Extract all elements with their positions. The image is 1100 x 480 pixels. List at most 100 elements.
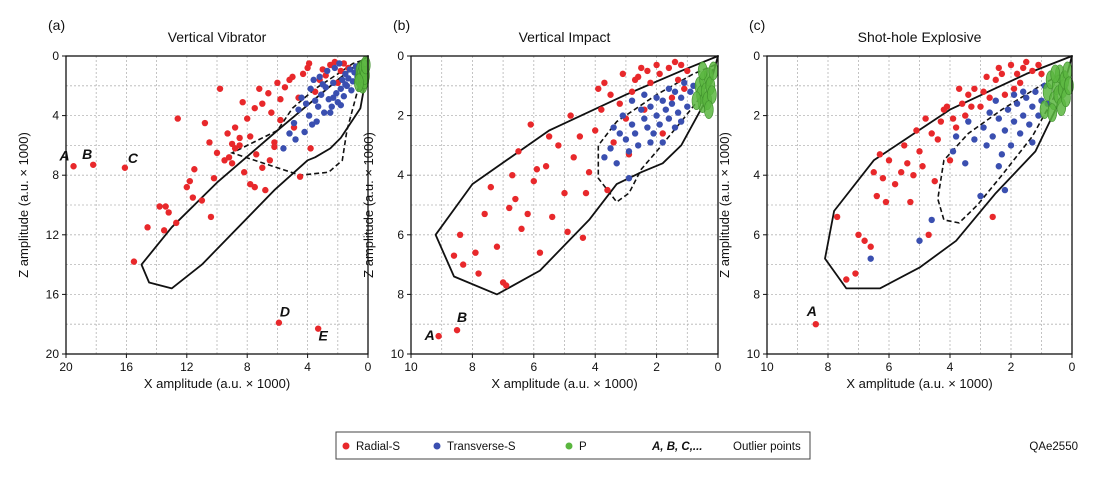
data-point-radial — [251, 183, 258, 191]
x-tick-label: 0 — [715, 360, 722, 374]
chart-panel-0: A B C D E 20 16 12 8 4 0 0 4 8 12 16 20 Vertical Vibrator… — [16, 17, 372, 391]
data-point-radial — [542, 163, 550, 170]
y-tick-label: 10 — [391, 347, 405, 361]
data-point-transverse — [307, 85, 314, 92]
data-point-transverse — [1010, 118, 1018, 125]
data-point-radial — [231, 124, 239, 131]
data-point-transverse — [650, 130, 657, 137]
data-point-radial — [671, 58, 679, 66]
data-point-radial — [340, 60, 348, 67]
data-point-transverse — [659, 97, 666, 104]
y-tick-label: 10 — [747, 347, 761, 361]
data-point-transverse — [647, 139, 654, 146]
outlier-point-A — [812, 321, 819, 328]
data-point-transverse — [619, 112, 627, 119]
data-point-radial — [604, 186, 611, 194]
envelope-dashed — [936, 68, 1068, 224]
data-point-radial — [475, 270, 482, 277]
data-point-transverse — [677, 118, 685, 125]
data-point-radial — [873, 192, 880, 200]
outlier-label-D: D — [280, 304, 290, 320]
data-point-radial — [228, 140, 236, 148]
data-point-radial — [952, 124, 960, 131]
data-point-radial — [904, 160, 911, 167]
x-axis-label: X amplitude (a.u. × 1000) — [846, 376, 992, 391]
data-point-radial — [891, 180, 899, 188]
data-point-radial — [305, 60, 313, 67]
data-point-radial — [239, 98, 246, 106]
data-point-radial — [1016, 79, 1024, 87]
data-point-transverse — [305, 112, 313, 119]
data-point-radial — [266, 157, 274, 164]
data-point-radial — [659, 130, 666, 137]
x-tick-label: 4 — [304, 360, 311, 374]
data-point-radial — [1010, 85, 1018, 92]
data-point-transverse — [610, 124, 617, 131]
data-point-radial — [533, 166, 541, 173]
data-point-transverse — [677, 94, 685, 101]
data-point-radial — [207, 213, 215, 221]
data-point-radial — [536, 249, 544, 256]
data-point-radial — [977, 103, 984, 110]
data-point-radial — [502, 282, 510, 289]
data-point-transverse — [346, 66, 354, 73]
data-point-transverse — [616, 130, 623, 137]
data-point-radial — [472, 249, 479, 256]
data-point-transverse — [662, 106, 670, 113]
chart-title: Vertical Vibrator — [168, 29, 267, 45]
data-point-radial — [582, 189, 590, 197]
data-point-transverse — [1029, 103, 1036, 110]
data-point-radial — [144, 224, 151, 231]
y-tick-label: 6 — [753, 228, 760, 242]
data-point-radial — [879, 174, 887, 182]
data-point-transverse — [628, 121, 636, 128]
y-tick-label: 2 — [753, 109, 760, 123]
outlier-point-B — [453, 326, 461, 334]
outlier-point-A — [70, 163, 77, 170]
data-point-radial — [653, 61, 660, 69]
y-tick-label: 6 — [397, 228, 404, 242]
data-point-radial — [1013, 70, 1021, 78]
envelope-solid — [824, 55, 1073, 290]
data-point-radial — [852, 270, 859, 277]
data-point-transverse — [339, 76, 346, 84]
chart-panel-1: A B 10 8 6 4 2 0 0 2 4 6 8 10 Vertical Impact (b) X ampl… — [361, 17, 722, 391]
legend-label-radial: Radial-S — [356, 441, 400, 453]
data-point-radial — [247, 133, 254, 140]
outlier-label-B: B — [82, 146, 92, 162]
data-point-transverse — [327, 109, 334, 116]
data-point-radial — [506, 204, 513, 212]
data-point-radial — [290, 124, 298, 131]
data-point-radial — [861, 237, 868, 244]
data-point-transverse — [1026, 121, 1033, 128]
data-point-radial — [1007, 61, 1015, 69]
panel-label: (a) — [48, 17, 65, 33]
data-point-p — [1064, 76, 1074, 96]
data-point-transverse — [684, 103, 691, 110]
data-point-radial — [183, 183, 190, 191]
data-point-transverse — [671, 88, 679, 95]
series-p — [354, 55, 371, 94]
outlier-point-A — [435, 332, 442, 340]
data-point-radial — [867, 243, 874, 250]
data-point-radial — [564, 228, 571, 236]
data-point-radial — [174, 115, 181, 122]
x-tick-label: 8 — [244, 360, 251, 374]
data-point-radial — [481, 210, 488, 218]
data-point-transverse — [971, 136, 978, 143]
data-point-radial — [156, 203, 163, 210]
data-point-radial — [307, 145, 314, 152]
data-point-radial — [898, 169, 905, 176]
data-point-radial — [189, 194, 197, 201]
legend-frame — [335, 431, 811, 460]
series-radial — [130, 58, 352, 265]
data-point-transverse — [319, 81, 326, 88]
data-point-transverse — [659, 139, 666, 146]
x-tick-label: 16 — [120, 360, 134, 374]
data-point-radial — [450, 252, 458, 259]
data-point-radial — [334, 79, 341, 87]
x-axis-label: X amplitude (a.u. × 1000) — [491, 376, 637, 391]
data-point-radial — [647, 79, 654, 87]
data-point-p — [1050, 64, 1061, 84]
outlier-label-A: A — [58, 147, 69, 163]
